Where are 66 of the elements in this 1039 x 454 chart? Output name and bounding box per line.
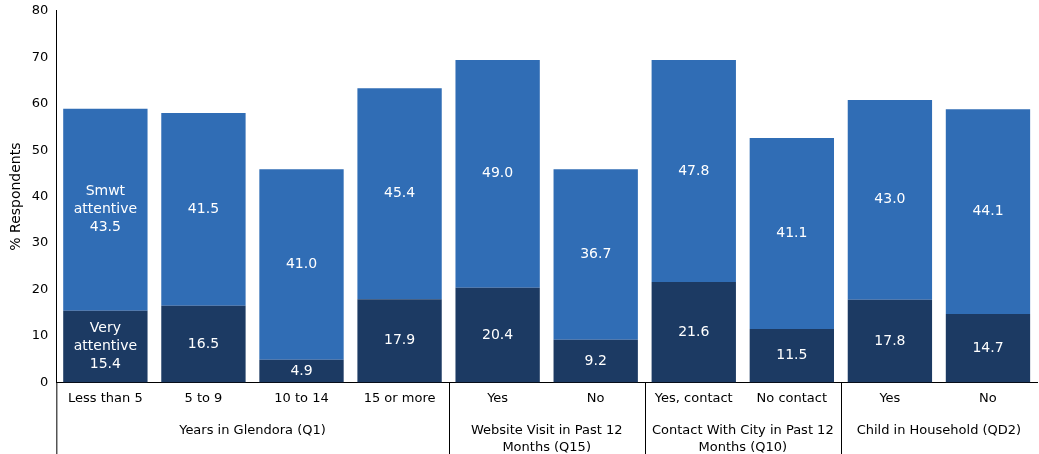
x-tick-label: No contact — [756, 389, 828, 405]
data-label: 17.8 — [874, 331, 906, 348]
data-label: 14.7 — [972, 338, 1004, 355]
x-tick-label: Less than 5 — [68, 389, 143, 405]
bar — [847, 299, 933, 383]
x-tick-label: Yes, contact — [653, 389, 733, 405]
x-tick-label: Yes — [486, 389, 509, 405]
y-tick-label: 20 — [31, 280, 49, 296]
data-label: 4.9 — [290, 361, 313, 378]
bar — [553, 339, 638, 383]
data-label: 36.7 — [580, 245, 612, 262]
bar — [259, 359, 344, 383]
x-tick-label: 5 to 9 — [184, 389, 223, 405]
bar — [259, 169, 344, 360]
y-tick-label: 30 — [31, 234, 49, 250]
bar — [651, 60, 736, 283]
data-label: 44.1 — [972, 202, 1004, 219]
bar — [945, 109, 1031, 315]
data-label: 16.5 — [187, 334, 220, 351]
bar — [63, 310, 148, 383]
data-label: 43.0 — [874, 190, 906, 207]
data-label: 45.4 — [383, 184, 416, 201]
y-tick-label: 50 — [31, 141, 49, 157]
x-tick-label: 10 to 14 — [274, 389, 329, 405]
bar — [357, 299, 442, 383]
data-label: 41.1 — [776, 224, 808, 241]
text: Years in Glendora (Q1) — [178, 422, 326, 438]
data-label: 15.4 — [89, 355, 122, 372]
x-tick-label: 15 or more — [363, 389, 436, 405]
y-axis-title: % Respondents — [7, 142, 24, 251]
data-label: 9.2 — [584, 351, 607, 368]
bar — [553, 169, 638, 340]
bar — [749, 328, 834, 383]
data-label: 43.5 — [89, 218, 121, 235]
series-label: Very attentive — [73, 319, 138, 354]
y-tick-label: 80 — [31, 2, 49, 18]
data-label: 41.5 — [187, 200, 220, 217]
data-label: 47.8 — [678, 161, 710, 178]
bar — [161, 112, 246, 306]
data-label: 20.4 — [482, 325, 514, 342]
bar — [749, 138, 834, 329]
bar — [651, 282, 736, 383]
data-label: 21.6 — [678, 322, 710, 339]
x-tick-label: No — [979, 389, 997, 405]
bar — [455, 287, 540, 383]
bar — [455, 60, 540, 288]
text: Website Visit in Past 12 Months (Q15) — [470, 422, 623, 454]
bar — [945, 314, 1031, 383]
data-label: 11.5 — [776, 346, 808, 363]
x-tick-label: No — [586, 389, 605, 405]
bar — [63, 108, 148, 311]
bar — [847, 99, 933, 300]
bar — [357, 88, 442, 300]
data-label: 41.0 — [285, 255, 318, 272]
text: Contact With City in Past 12 Months (Q10) — [651, 422, 834, 454]
text: Child in Household (QD2) — [856, 422, 1022, 438]
series-label: Smwt attentive — [73, 182, 138, 217]
data-label: 49.0 — [482, 164, 514, 181]
y-tick-label: 60 — [31, 95, 49, 111]
x-tick-label: Yes — [878, 389, 901, 405]
y-tick-label: 70 — [31, 48, 49, 64]
y-tick-label: 40 — [31, 187, 49, 203]
y-tick-label: 10 — [31, 327, 49, 343]
bar — [161, 305, 246, 383]
y-tick-label: 0 — [40, 373, 49, 389]
data-label: 17.9 — [383, 331, 416, 348]
